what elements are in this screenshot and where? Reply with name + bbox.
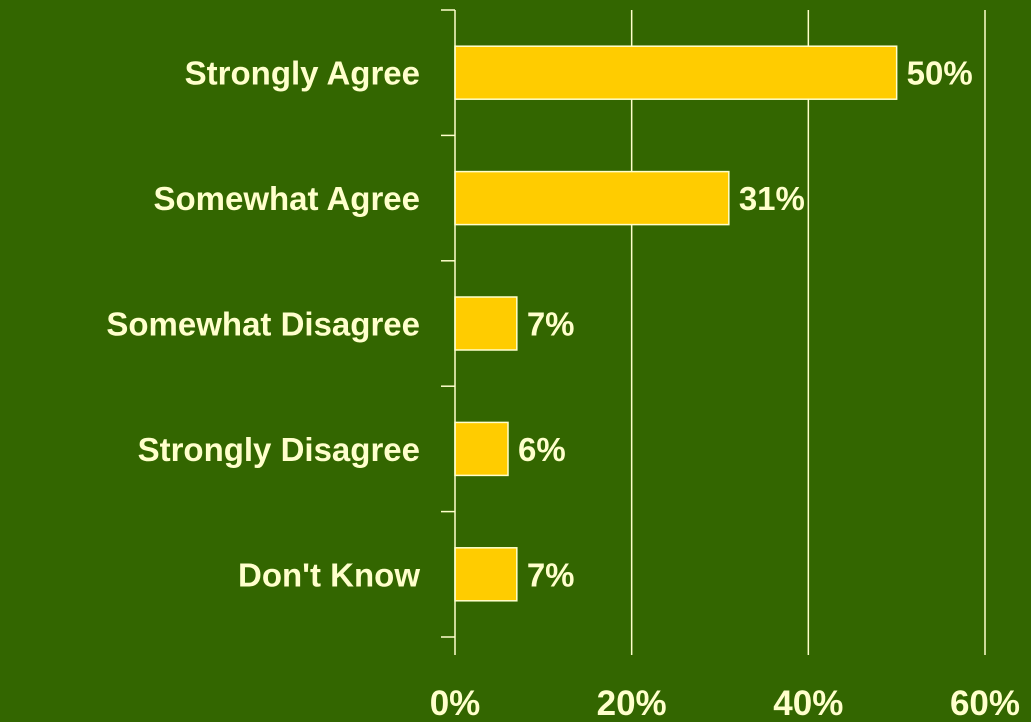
category-label-4: Don't Know	[238, 556, 420, 593]
labels: 50% Strongly Agree 31% Somewhat Agree 7% Some…	[106, 55, 1020, 722]
category-label-3: Strongly Disagree	[138, 431, 420, 468]
bar-1	[454, 170, 730, 226]
data-label-2: 7%	[527, 306, 575, 343]
data-label-3: 6%	[518, 431, 566, 468]
x-tick-label-2: 40%	[773, 684, 843, 722]
category-label-2: Somewhat Disagree	[106, 306, 420, 343]
gridlines	[630, 10, 986, 637]
data-label-1: 31%	[739, 180, 805, 217]
axes	[441, 9, 986, 655]
bar-3	[454, 421, 509, 477]
x-tick-label-1: 20%	[597, 684, 667, 722]
bar-4	[454, 547, 518, 602]
category-label-1: Somewhat Agree	[153, 180, 420, 217]
data-label-0: 50%	[907, 55, 973, 92]
bars	[454, 45, 898, 602]
bar-2	[454, 296, 518, 351]
x-tick-label-0: 0%	[430, 684, 481, 722]
x-tick-label-3: 60%	[950, 684, 1020, 722]
category-label-0: Strongly Agree	[185, 55, 420, 92]
data-label-4: 7%	[527, 556, 575, 593]
bar-0	[454, 45, 898, 100]
